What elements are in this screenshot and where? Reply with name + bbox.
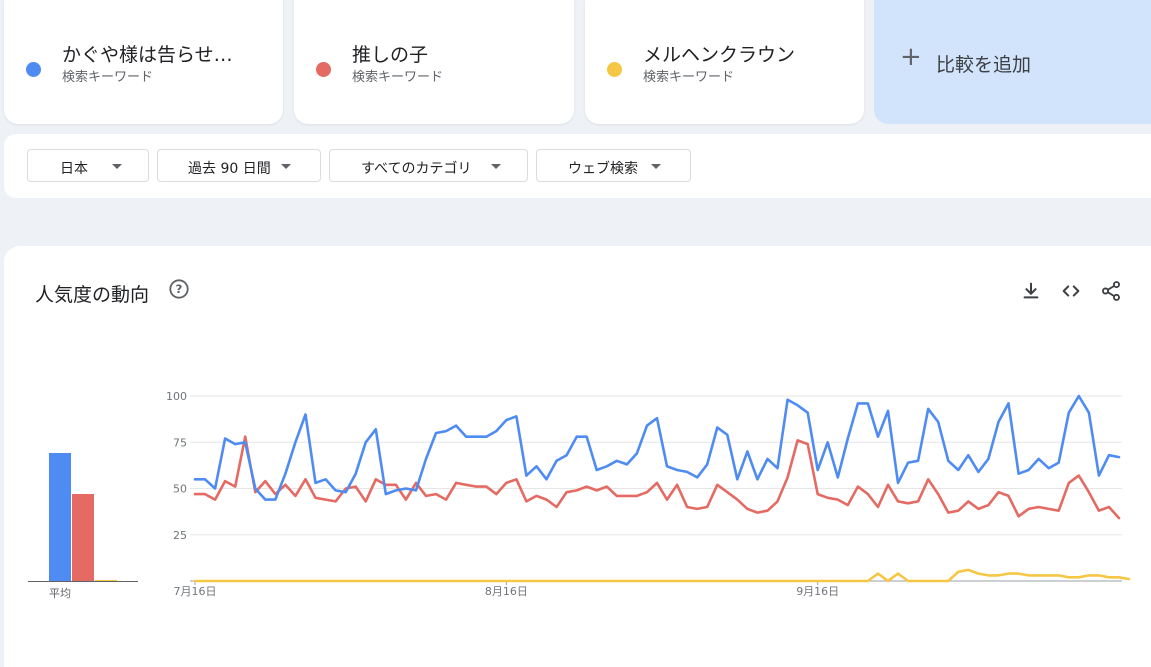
- average-label: 平均: [49, 587, 71, 600]
- interest-line-chart: 25 50 75 100 7月16日 8月16日 9月16日: [166, 390, 1131, 598]
- series-line: [193, 568, 1131, 583]
- average-axis-line: [28, 581, 138, 582]
- y-tick-label: 25: [173, 529, 187, 542]
- series-color-dot: [26, 62, 41, 77]
- search-type-dropdown[interactable]: ウェブ検索: [536, 149, 691, 182]
- dropdown-arrow-icon: [112, 164, 122, 169]
- y-tick-label: 50: [173, 483, 187, 496]
- term-type-label: 検索キーワード: [62, 70, 154, 85]
- svg-text:?: ?: [176, 282, 183, 296]
- add-comparison-button[interactable]: + 比較を追加: [874, 0, 1151, 124]
- dropdown-arrow-icon: [491, 164, 501, 169]
- y-tick-label: 75: [173, 436, 187, 449]
- term-card-2[interactable]: 推しの子 検索キーワード: [294, 0, 574, 124]
- y-tick-label: 100: [166, 390, 187, 403]
- add-comparison-label: 比較を追加: [936, 54, 1032, 76]
- term-type-label: 検索キーワード: [643, 70, 735, 85]
- term-card-1[interactable]: かぐや様は告らせ… 検索キーワード: [4, 0, 283, 124]
- term-card-3[interactable]: メルヘンクラウン 検索キーワード: [585, 0, 864, 124]
- term-name: かぐや様は告らせ…: [62, 44, 233, 66]
- x-tick-label: 9月16日: [796, 585, 839, 598]
- series-color-dot: [607, 62, 622, 77]
- term-name: 推しの子: [352, 44, 429, 66]
- plus-icon: +: [900, 42, 922, 72]
- embed-code-icon[interactable]: [1060, 280, 1082, 302]
- share-icon[interactable]: [1100, 280, 1122, 302]
- help-icon[interactable]: ?: [168, 278, 190, 300]
- series-line: [193, 435, 1121, 520]
- series-line: [193, 394, 1121, 501]
- category-dropdown[interactable]: すべてのカテゴリ: [329, 149, 528, 182]
- filter-bar: 日本 過去 90 日間 すべてのカテゴリ ウェブ検索: [4, 134, 1151, 198]
- time-range-dropdown[interactable]: 過去 90 日間: [157, 149, 321, 182]
- x-tick-label: 8月16日: [485, 585, 528, 598]
- download-icon[interactable]: [1020, 280, 1042, 302]
- time-range-label: 過去 90 日間: [188, 161, 271, 177]
- x-tick-label: 7月16日: [174, 585, 217, 598]
- search-type-label: ウェブ検索: [568, 161, 638, 177]
- dropdown-arrow-icon: [281, 164, 291, 169]
- region-dropdown[interactable]: 日本: [27, 149, 149, 182]
- series-color-dot: [316, 62, 331, 77]
- dropdown-arrow-icon: [651, 164, 661, 169]
- interest-over-time-panel: 人気度の動向 ? 平均 25 50 75 100 7月16日 8月16日 9月16日: [4, 246, 1151, 667]
- average-bar: [49, 453, 71, 581]
- category-label: すべてのカテゴリ: [361, 161, 472, 177]
- region-label: 日本: [60, 161, 88, 177]
- average-bar: [72, 494, 94, 581]
- term-name: メルヘンクラウン: [643, 44, 796, 66]
- panel-title: 人気度の動向: [35, 284, 150, 306]
- average-bar: [95, 580, 117, 581]
- term-type-label: 検索キーワード: [352, 70, 444, 85]
